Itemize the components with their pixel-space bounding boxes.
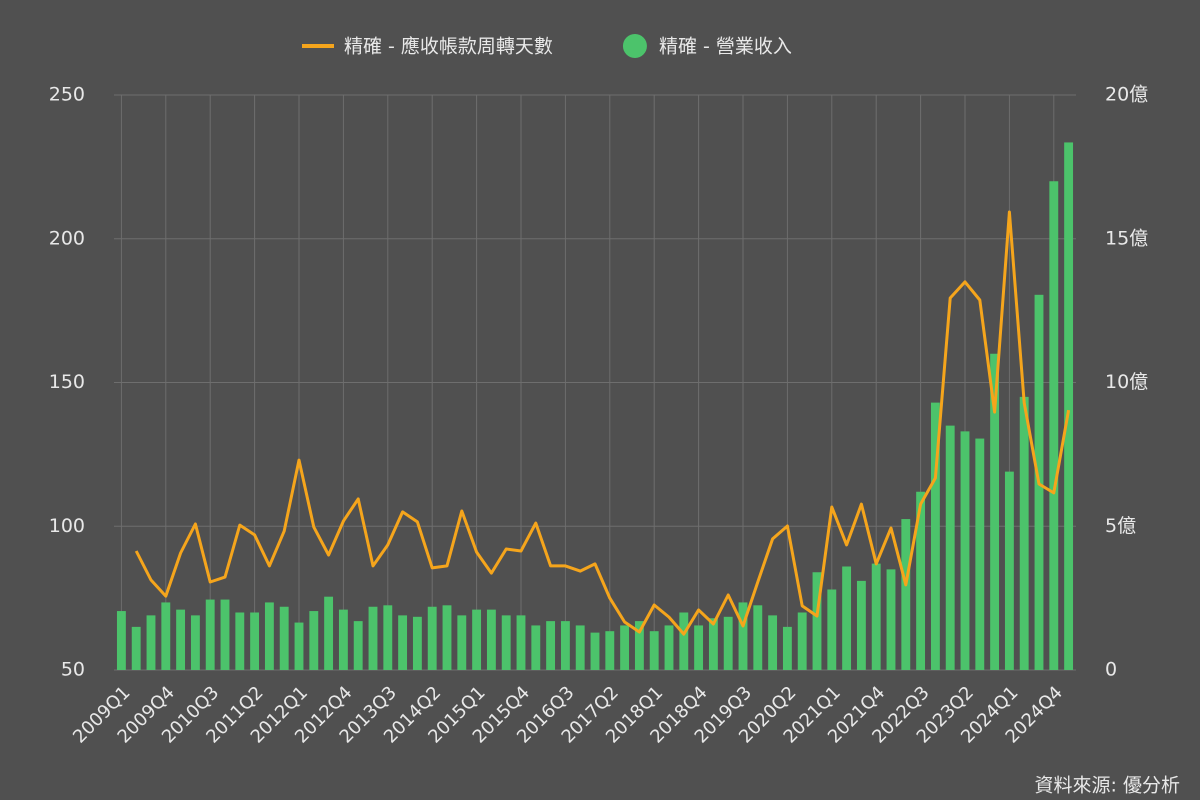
y2-tick-label: 10億: [1105, 371, 1148, 393]
bar: [753, 605, 763, 670]
bar: [146, 615, 156, 670]
bar: [516, 615, 526, 670]
y-tick-label: 250: [49, 84, 85, 106]
bar: [1004, 471, 1014, 670]
bar: [1049, 181, 1059, 670]
bar: [664, 625, 674, 670]
bar: [116, 611, 126, 670]
bar: [501, 615, 511, 670]
bar: [279, 606, 289, 670]
bar: [901, 519, 911, 670]
bar: [827, 589, 837, 670]
bar: [679, 612, 689, 670]
bar: [531, 625, 541, 670]
y2-tick-label: 0: [1105, 659, 1117, 681]
bar: [472, 609, 482, 670]
bar: [309, 611, 319, 670]
bar: [324, 596, 334, 670]
y-tick-label: 200: [49, 227, 85, 249]
bar: [235, 612, 245, 670]
bar: [131, 626, 141, 670]
bar: [960, 431, 970, 670]
bar: [605, 631, 615, 670]
bar: [1064, 142, 1074, 670]
bar: [916, 491, 926, 670]
y-tick-label: 150: [49, 371, 85, 393]
legend-label: 精確 - 應收帳款周轉天數: [344, 35, 553, 58]
bar: [353, 621, 363, 670]
bar: [634, 621, 644, 670]
bar: [856, 580, 866, 670]
bar: [546, 621, 556, 670]
bar: [871, 563, 881, 670]
y2-tick-label: 5億: [1105, 515, 1136, 537]
bar: [782, 626, 792, 670]
bar: [797, 612, 807, 670]
legend-label: 精確 - 營業收入: [659, 36, 792, 58]
bar: [383, 605, 393, 670]
bar: [161, 602, 171, 670]
bar: [190, 615, 200, 670]
bar: [412, 616, 422, 670]
bar: [575, 625, 585, 670]
bar: [176, 609, 186, 670]
bar: [560, 621, 570, 670]
bar: [368, 606, 378, 670]
bar: [205, 599, 215, 670]
bar: [930, 402, 940, 670]
bar: [945, 425, 955, 670]
y2-tick-label: 20億: [1105, 84, 1148, 106]
line: [134, 210, 1071, 636]
y2-tick-label: 15億: [1105, 227, 1148, 249]
bar: [708, 618, 718, 670]
bar: [738, 602, 748, 670]
bar: [486, 609, 496, 670]
bar: [812, 572, 822, 670]
bar: [842, 566, 852, 670]
bar: [649, 631, 659, 670]
bar: [264, 602, 274, 670]
bar: [768, 615, 778, 670]
bar: [442, 605, 452, 670]
source-note: 資料來源: 優分析: [1035, 775, 1180, 797]
bar: [886, 569, 896, 670]
legend-swatch: [622, 34, 647, 58]
bar: [427, 606, 437, 670]
bar: [1019, 396, 1029, 670]
bar: [338, 609, 348, 670]
bar: [398, 615, 408, 670]
bar: [694, 625, 704, 670]
bar: [250, 612, 260, 670]
bar: [620, 625, 630, 670]
bar: [723, 616, 733, 670]
y-tick-label: 50: [61, 659, 85, 681]
bar: [457, 615, 467, 670]
bar: [294, 622, 304, 670]
bar: [990, 353, 1000, 670]
bar: [590, 632, 600, 670]
bar: [220, 599, 230, 670]
bar: [975, 438, 985, 670]
y-tick-label: 100: [49, 515, 85, 537]
